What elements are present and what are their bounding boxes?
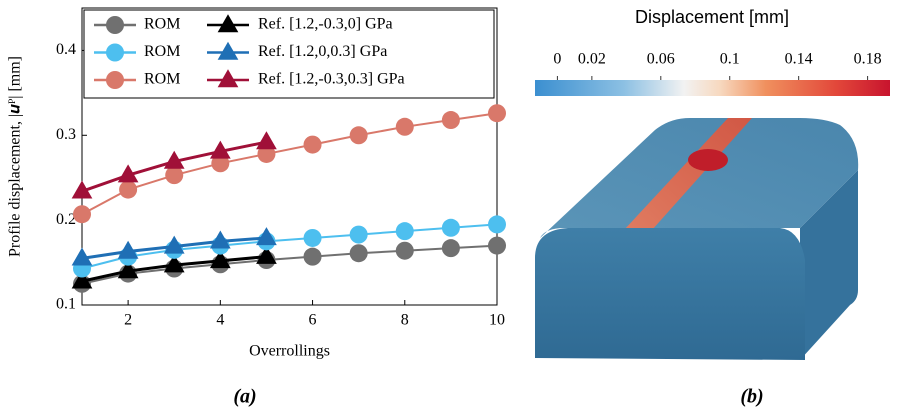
marker: [73, 205, 91, 223]
marker: [396, 118, 414, 136]
colorbar-tick-label: 0: [553, 51, 561, 68]
marker: [442, 239, 460, 257]
colorbar: [535, 80, 890, 96]
colorbar-tick-label: 0.14: [785, 51, 813, 68]
legend-label: ROM: [144, 43, 180, 60]
series-line: [82, 113, 497, 214]
caption: (a): [233, 386, 256, 408]
x-tick-label: 10: [489, 312, 505, 329]
marker: [304, 229, 322, 247]
marker: [350, 126, 368, 144]
render: [535, 118, 858, 360]
x-tick-label: 4: [216, 312, 224, 329]
marker: [442, 219, 460, 237]
x-tick-label: 2: [124, 312, 132, 329]
marker: [165, 166, 183, 184]
marker: [304, 248, 322, 266]
series-line: [82, 246, 497, 284]
marker: [350, 244, 368, 262]
marker: [119, 181, 137, 199]
marker: [396, 222, 414, 240]
legend-label: ROM: [144, 16, 180, 33]
legend-label: ROM: [144, 71, 180, 88]
x-axis-label: Overrollings: [249, 343, 330, 360]
legend-label: Ref. [1.2,-0.3,0.3] GPa: [258, 71, 405, 88]
marker: [488, 104, 506, 122]
colorbar-tick-label: 0.06: [647, 51, 675, 68]
y-axis-label: Profile displacement, |𝒖ᴾ| [mm]: [7, 56, 24, 257]
marker: [488, 237, 506, 255]
figure: (a) (b) Displacement [mm] 0 0.02 0.06 0.1 0.…: [0, 0, 909, 415]
colorbar-tick-label: 0.1: [720, 51, 740, 68]
legend-marker: [106, 71, 124, 89]
y-tick-label: 0.4: [56, 41, 76, 58]
marker: [256, 131, 277, 149]
legend-label: Ref. [1.2,-0.3,0] GPa: [258, 16, 393, 33]
marker: [350, 226, 368, 244]
marker: [488, 215, 506, 233]
marker: [442, 111, 460, 129]
legend-label: Ref. [1.2,0,0.3] GPa: [258, 43, 387, 60]
y-tick-label: 0.3: [56, 126, 76, 143]
caption: (b): [740, 386, 763, 408]
marker: [304, 136, 322, 154]
colorbar-tick-label: 0.02: [578, 51, 606, 68]
colorbar-title: Displacement [mm]: [635, 7, 789, 27]
x-tick-label: 6: [309, 312, 317, 329]
series-line: [82, 224, 497, 268]
x-tick-label: 8: [401, 312, 409, 329]
y-tick-label: 0.1: [56, 296, 76, 313]
colorbar-tick-label: 0.18: [854, 51, 882, 68]
legend-marker: [106, 16, 124, 34]
marker: [396, 242, 414, 260]
y-tick-label: 0.2: [56, 211, 76, 228]
legend-marker: [106, 44, 124, 62]
